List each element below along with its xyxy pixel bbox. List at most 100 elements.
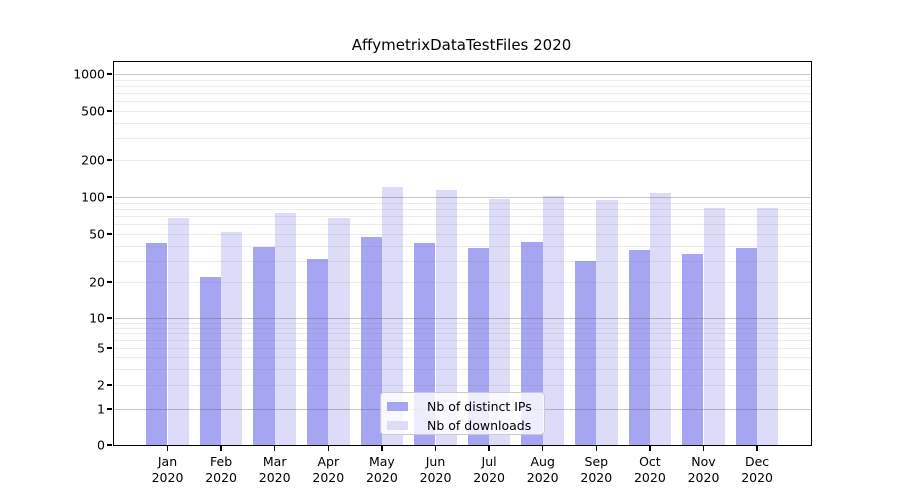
gridline-60 [114,224,811,226]
gridline-200 [114,160,811,161]
bar-ips-may [360,237,382,445]
x-tick-label-oct: Oct 2020 [633,454,666,485]
gridline-800 [114,85,811,87]
x-tick-mark-jul [488,446,490,451]
x-tick-label-mar: Mar 2020 [258,454,291,485]
gridline-500 [114,111,811,112]
y-tick-mark-5 [107,347,113,349]
gridline-50 [114,234,811,235]
x-tick-label-jan: Jan 2020 [151,454,184,485]
grid-layer [114,62,811,445]
gridline-300 [114,138,811,140]
bar-ips-nov [682,254,704,445]
x-tick-mark-aug [542,446,544,451]
gridline-80 [114,208,811,210]
x-tick-mark-dec [756,446,758,451]
bar-ips-apr [306,259,329,445]
bar-downloads-sep [596,199,618,445]
y-tick-label-100: 100 [81,189,105,205]
gridline-1000 [114,74,811,75]
gridline-400 [114,122,811,124]
y-tick-mark-10 [107,317,113,319]
bar-downloads-feb [221,231,243,445]
x-tick-label-sep: Sep 2020 [580,454,613,485]
bar-downloads-may [381,187,404,445]
gridline-600 [114,101,811,103]
y-tick-mark-0 [107,444,113,446]
legend-item-distinct-ips: Nb of distinct IPs [387,398,544,415]
y-tick-label-1000: 1000 [73,66,105,82]
y-tick-mark-1000 [107,73,113,75]
x-tick-mark-sep [595,446,597,451]
y-tick-mark-20 [107,281,113,283]
x-tick-mark-jun [434,446,437,451]
y-tick-label-50: 50 [89,226,105,242]
x-tick-mark-jan [166,446,169,451]
bar-ips-oct [628,249,650,445]
gridline-20 [114,282,811,283]
y-tick-mark-100 [107,196,113,198]
y-tick-label-5: 5 [97,340,105,356]
gridline-2 [114,385,811,386]
x-tick-mark-oct [649,446,651,451]
bar-downloads-mar [274,213,297,445]
y-tick-mark-200 [107,159,113,161]
y-tick-label-200: 200 [81,152,105,168]
bar-ips-sep [574,260,597,445]
x-tick-label-dec: Dec 2020 [741,454,773,485]
bar-downloads-aug [542,196,565,445]
y-tick-mark-50 [107,233,113,235]
y-tick-label-1: 1 [97,401,105,417]
gridline-700 [114,93,811,95]
x-tick-label-jul: Jul 2020 [473,454,505,485]
x-tick-label-aug: Aug 2020 [526,454,559,485]
bar-ips-feb [199,277,222,445]
legend-swatch-downloads-icon [387,421,408,430]
chart-title: AffymetrixDataTestFiles 2020 [351,36,572,54]
y-tick-mark-2 [107,384,113,386]
x-axis: Jan 2020 Feb 2020 Mar 2020 Apr 2020 May 2020 Jun 20… [114,62,811,485]
x-tick-label-jun: Jun 2020 [419,454,452,485]
gridline-9 [114,322,811,324]
y-tick-label-10: 10 [89,310,105,326]
gridline-900 [114,79,811,81]
y-tick-mark-500 [107,110,113,112]
bar-downloads-jan [167,218,189,445]
plot-area: 0 1 2 5 10 20 50 100 200 500 1000 Jan 2020 Feb 2020 Ma… [73,61,812,485]
x-tick-mark-feb [220,446,222,451]
gridline-5 [114,348,811,349]
legend-label-distinct-ips: Nb of distinct IPs [427,399,532,414]
x-tick-label-nov: Nov 2020 [687,454,720,485]
bar-ips-mar [253,247,275,445]
x-tick-mark-nov [702,446,705,451]
gridline-10 [114,318,811,319]
y-tick-label-2: 2 [97,377,105,393]
gridline-4 [114,357,811,358]
x-tick-label-apr: Apr 2020 [312,454,345,485]
gridline-8 [114,327,811,329]
y-axis: 0 1 2 5 10 20 50 100 200 500 1000 [73,62,811,453]
y-tick-mark-1 [107,408,113,410]
gridline-3 [114,368,811,370]
bar-downloads-dec [757,208,779,445]
gridline-40 [114,245,811,247]
y-tick-label-500: 500 [81,103,105,119]
bar-downloads-jul [489,198,511,445]
gridline-30 [114,260,811,262]
x-tick-mark-may [381,446,383,451]
legend-label-downloads: Nb of downloads [427,418,532,433]
bar-ips-jan [146,243,168,445]
x-tick-mark-apr [327,446,329,451]
bar-ips-dec [735,248,758,445]
gridline-100 [114,197,811,198]
gridline-70 [114,216,811,218]
x-tick-label-feb: Feb 2020 [205,454,237,485]
bar-downloads-oct [649,193,672,445]
legend: Nb of distinct IPs Nb of downloads [380,392,545,435]
legend-item-downloads: Nb of downloads [387,417,544,434]
gridline-90 [114,202,811,204]
bar-downloads-nov [703,208,725,445]
gridline-7 [114,333,811,335]
x-tick-mark-mar [274,446,276,451]
